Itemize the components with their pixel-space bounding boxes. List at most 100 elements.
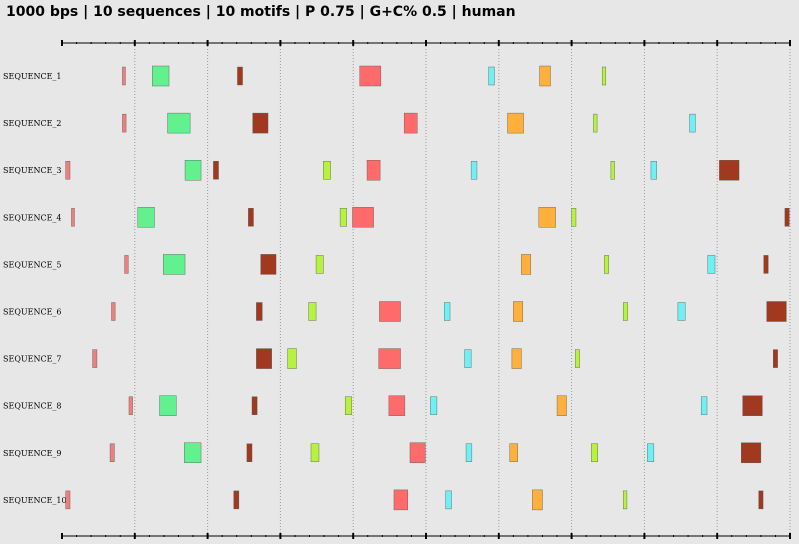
motif-box-motif-6 bbox=[556, 395, 567, 416]
motif-box-motif-5 bbox=[707, 255, 716, 274]
motif-box-motif-5 bbox=[647, 443, 655, 462]
motif-box-motif-5 bbox=[689, 113, 696, 133]
motif-box-motif-5 bbox=[470, 160, 478, 180]
motif-box-motif-7 bbox=[623, 490, 628, 510]
motif-box-motif-7 bbox=[593, 113, 598, 133]
sequence-row: SEQUENCE_2 bbox=[3, 112, 696, 134]
sequence-label: SEQUENCE_9 bbox=[3, 449, 62, 458]
motif-box-motif-4 bbox=[359, 65, 382, 87]
sequence-label: SEQUENCE_1 bbox=[3, 72, 62, 81]
sequence-label: SEQUENCE_10 bbox=[3, 496, 67, 505]
motif-box-motif-2 bbox=[167, 112, 191, 134]
motif-box-motif-7 bbox=[575, 349, 580, 368]
motif-box-motif-3 bbox=[742, 395, 763, 416]
page-title: 1000 bps | 10 sequences | 10 motifs | P … bbox=[6, 4, 516, 20]
motif-box-motif-1 bbox=[122, 113, 127, 133]
motif-box-motif-3 bbox=[246, 443, 253, 462]
motif-box-motif-3 bbox=[260, 254, 277, 275]
sequence-row: SEQUENCE_6 bbox=[3, 301, 787, 322]
motif-box-motif-2 bbox=[152, 65, 170, 87]
sequence-label: SEQUENCE_4 bbox=[3, 213, 62, 222]
motif-box-motif-2 bbox=[184, 159, 202, 181]
motif-box-motif-4 bbox=[379, 301, 401, 322]
motif-box-motif-4 bbox=[403, 112, 418, 134]
motif-box-motif-1 bbox=[124, 255, 129, 274]
motif-box-motif-6 bbox=[532, 489, 543, 511]
motif-box-motif-7 bbox=[591, 443, 599, 462]
motif-box-motif-7 bbox=[310, 443, 320, 462]
motif-box-motif-1 bbox=[92, 349, 98, 368]
motif-box-motif-2 bbox=[162, 254, 186, 275]
motif-box-motif-1 bbox=[111, 302, 116, 321]
motif-box-motif-3 bbox=[773, 349, 778, 368]
motif-box-motif-4 bbox=[388, 395, 406, 416]
sequence-row: SEQUENCE_8 bbox=[3, 395, 763, 416]
motif-box-motif-7 bbox=[601, 66, 607, 86]
motif-box-motif-3 bbox=[784, 208, 790, 227]
motif-box-motif-4 bbox=[409, 442, 426, 463]
motif-box-motif-7 bbox=[323, 160, 331, 180]
sequence-label: SEQUENCE_6 bbox=[3, 308, 62, 317]
motif-box-motif-7 bbox=[571, 208, 577, 227]
motif-box-motif-3 bbox=[252, 112, 269, 134]
motif-box-motif-7 bbox=[308, 302, 317, 321]
sequence-label: SEQUENCE_3 bbox=[3, 166, 62, 175]
sequence-row: SEQUENCE_5 bbox=[3, 254, 769, 275]
motif-box-motif-5 bbox=[650, 160, 657, 180]
position-axes bbox=[61, 40, 791, 539]
motif-box-motif-2 bbox=[137, 207, 155, 228]
sequence-row: SEQUENCE_7 bbox=[3, 348, 778, 369]
motif-box-motif-3 bbox=[233, 490, 240, 510]
sequence-row: SEQUENCE_3 bbox=[3, 159, 740, 181]
motif-box-motif-1 bbox=[122, 66, 126, 86]
motif-box-motif-7 bbox=[344, 396, 352, 415]
motif-box-motif-3 bbox=[719, 159, 740, 181]
motif-box-motif-4 bbox=[378, 348, 401, 369]
motif-box-motif-7 bbox=[339, 208, 347, 227]
motif-box-motif-6 bbox=[511, 348, 522, 369]
motif-box-motif-3 bbox=[758, 490, 764, 510]
motif-box-motif-6 bbox=[513, 301, 524, 322]
motif-box-motif-3 bbox=[251, 396, 258, 415]
motif-box-motif-3 bbox=[256, 302, 263, 321]
motif-box-motif-5 bbox=[677, 302, 686, 321]
motif-box-motif-1 bbox=[109, 443, 115, 462]
motif-box-motif-1 bbox=[65, 490, 71, 510]
motif-box-motif-5 bbox=[445, 490, 452, 510]
motif-box-motif-6 bbox=[507, 112, 524, 134]
sequence-label: SEQUENCE_5 bbox=[3, 260, 62, 269]
motif-box-motif-7 bbox=[604, 255, 609, 274]
motif-box-motif-4 bbox=[393, 489, 408, 511]
motif-box-motif-7 bbox=[287, 348, 297, 369]
motif-box-motif-3 bbox=[248, 208, 254, 227]
sequence-label: SEQUENCE_7 bbox=[3, 355, 62, 364]
motif-box-motif-5 bbox=[430, 396, 438, 415]
motif-box-motif-7 bbox=[623, 302, 628, 321]
sequence-row: SEQUENCE_1 bbox=[3, 65, 607, 87]
gridlines bbox=[134, 43, 791, 536]
motif-box-motif-5 bbox=[700, 396, 708, 415]
motif-box-motif-3 bbox=[256, 348, 272, 369]
motif-box-motif-5 bbox=[465, 443, 473, 462]
motif-box-motif-1 bbox=[65, 160, 71, 180]
motif-box-motif-3 bbox=[763, 255, 769, 274]
sequence-row: SEQUENCE_10 bbox=[3, 489, 764, 511]
motif-box-motif-7 bbox=[610, 160, 615, 180]
motif-box-motif-3 bbox=[237, 66, 243, 86]
motif-box-motif-2 bbox=[184, 442, 202, 463]
motif-box-motif-2 bbox=[159, 395, 177, 416]
motif-box-motif-7 bbox=[315, 255, 324, 274]
sequence-row: SEQUENCE_9 bbox=[3, 442, 762, 463]
motif-box-motif-3 bbox=[741, 442, 762, 463]
motif-box-motif-4 bbox=[366, 159, 381, 181]
sequence-row: SEQUENCE_4 bbox=[3, 207, 790, 228]
motif-box-motif-6 bbox=[538, 207, 556, 228]
motif-box-motif-6 bbox=[521, 254, 532, 275]
motif-box-motif-1 bbox=[71, 208, 75, 227]
motif-box-motif-3 bbox=[213, 160, 219, 180]
motif-box-motif-5 bbox=[444, 302, 451, 321]
sequence-label: SEQUENCE_2 bbox=[3, 119, 62, 128]
motif-box-motif-6 bbox=[539, 65, 551, 87]
sequence-label: SEQUENCE_8 bbox=[3, 402, 62, 411]
